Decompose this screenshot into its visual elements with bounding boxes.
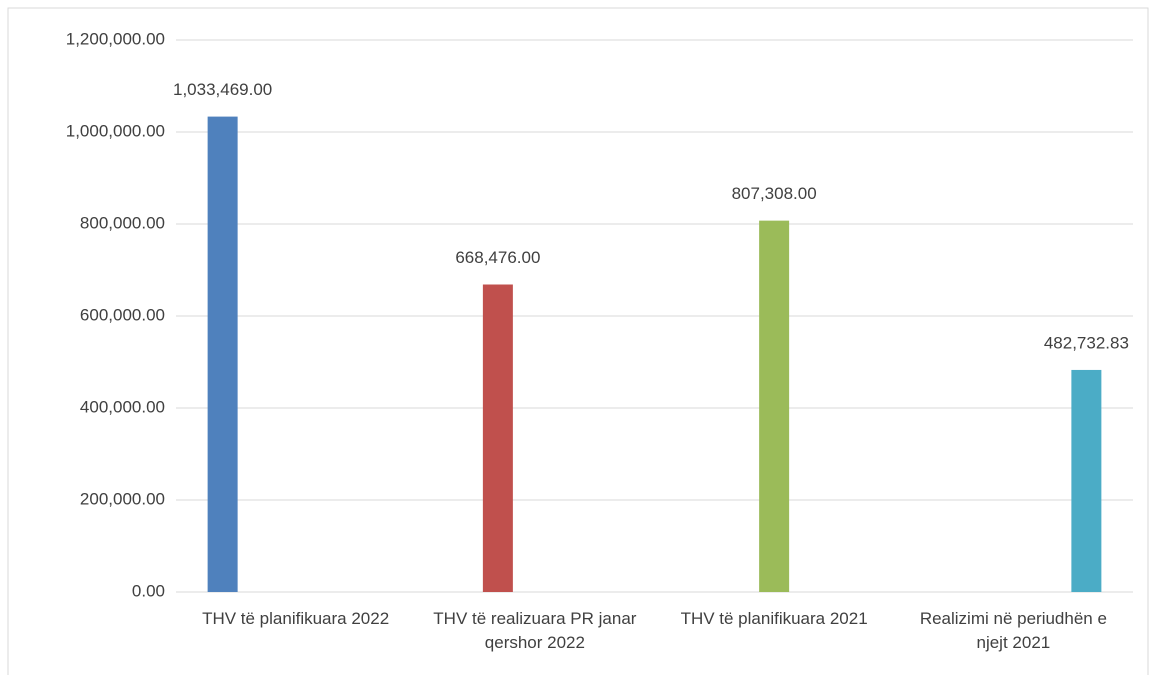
- y-tick-label: 600,000.00: [80, 305, 165, 324]
- bar: [1071, 369, 1102, 592]
- bar: [207, 116, 238, 593]
- x-tick-label: THV të planifikuara 2022: [202, 609, 390, 628]
- x-tick-label: THV të realizuara PR janar qershor 2022: [433, 609, 637, 652]
- value-label: 807,308.00: [732, 184, 817, 203]
- y-tick-label: 1,200,000.00: [66, 29, 165, 48]
- y-tick-label: 1,000,000.00: [66, 121, 165, 140]
- chart-border: [7, 7, 1149, 675]
- x-tick-label: Realizimi në periudhën e njejt 2021: [919, 609, 1107, 652]
- y-tick-label: 0.00: [132, 581, 165, 600]
- value-label: 668,476.00: [455, 248, 540, 267]
- value-label: 1,033,469.00: [173, 80, 272, 99]
- y-tick-label: 800,000.00: [80, 213, 165, 232]
- y-tick-label: 400,000.00: [80, 397, 165, 416]
- y-tick-label: 200,000.00: [80, 489, 165, 508]
- x-tick-label: THV të planifikuara 2021: [680, 609, 868, 628]
- value-label: 482,732.83: [1044, 333, 1129, 352]
- bar: [482, 284, 513, 592]
- bar: [759, 220, 790, 593]
